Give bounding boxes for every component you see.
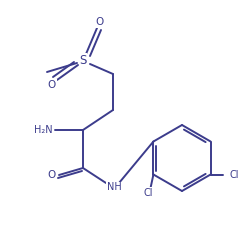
Text: O: O [48,80,56,90]
Text: O: O [48,170,56,180]
Text: Cl: Cl [144,188,153,198]
Text: NH: NH [107,182,121,192]
Text: S: S [79,54,87,67]
Text: Cl: Cl [230,170,239,179]
Text: H₂N: H₂N [34,125,52,135]
Text: O: O [96,17,104,27]
